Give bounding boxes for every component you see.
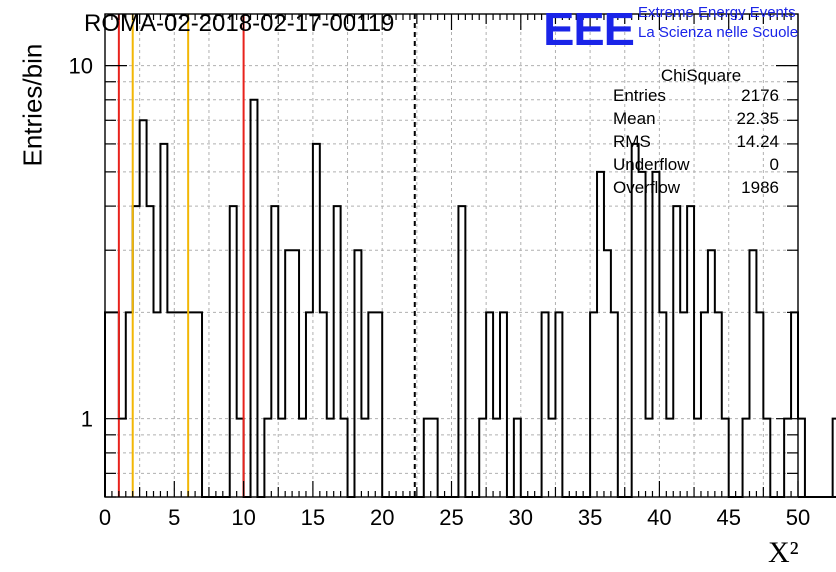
x-tick-label: 15 xyxy=(301,505,325,530)
stats-title: ChiSquare xyxy=(660,66,742,85)
stats-value: 14.24 xyxy=(736,132,779,151)
x-tick-label: 50 xyxy=(786,505,810,530)
axis-ticks xyxy=(104,14,799,498)
stats-value: 0 xyxy=(769,155,779,174)
x-tick-label: 10 xyxy=(231,505,255,530)
y-tick-label: 1 xyxy=(81,407,93,432)
stats-value: 22.35 xyxy=(736,109,779,128)
stats-row: RMS 14.24 xyxy=(613,132,779,155)
x-tick-label: 40 xyxy=(647,505,671,530)
stats-row: Overflow 1986 xyxy=(613,178,779,201)
stats-label: Entries xyxy=(613,86,666,105)
stats-row: Underflow 0 xyxy=(613,155,779,178)
logo-line-2: La Scienza nelle Scuole xyxy=(638,24,799,41)
tick-labels: 0 5 10 15 20 25 30 35 40 45 50 1 10 xyxy=(69,54,811,530)
x-tick-label: 20 xyxy=(370,505,394,530)
stats-label: Overflow xyxy=(613,178,681,197)
plot-title: ROMA-02-2018-02-17-00119 xyxy=(84,10,395,37)
x-tick-label: 45 xyxy=(716,505,740,530)
stats-row: Entries 2176 xyxy=(613,86,779,109)
stats-value: 2176 xyxy=(741,86,779,105)
stats-label: Underflow xyxy=(613,155,690,174)
x-axis-label: X² xyxy=(768,536,799,569)
y-axis-label: Entries/bin xyxy=(17,43,48,167)
histogram-bins xyxy=(104,98,836,498)
x-tick-label: 5 xyxy=(168,505,180,530)
x-tick-label: 0 xyxy=(99,505,111,530)
stats-row: Mean 22.35 xyxy=(613,109,779,132)
histogram-outline xyxy=(104,98,836,498)
x-tick-label: 35 xyxy=(578,505,602,530)
x-tick-label: 30 xyxy=(509,505,533,530)
stats-value: 1986 xyxy=(741,178,779,197)
stats-label: RMS xyxy=(613,132,651,151)
eee-logo: EEE xyxy=(543,3,635,55)
reference-lines xyxy=(117,14,416,497)
x-tick-label: 25 xyxy=(439,505,463,530)
logo-line-1: Extreme Energy Events xyxy=(638,4,796,21)
stats-label: Mean xyxy=(613,109,656,128)
stats-box: ChiSquare Entries 2176 Mean 22.35 RMS 14.24… xyxy=(613,66,779,201)
y-tick-label: 10 xyxy=(69,54,93,79)
